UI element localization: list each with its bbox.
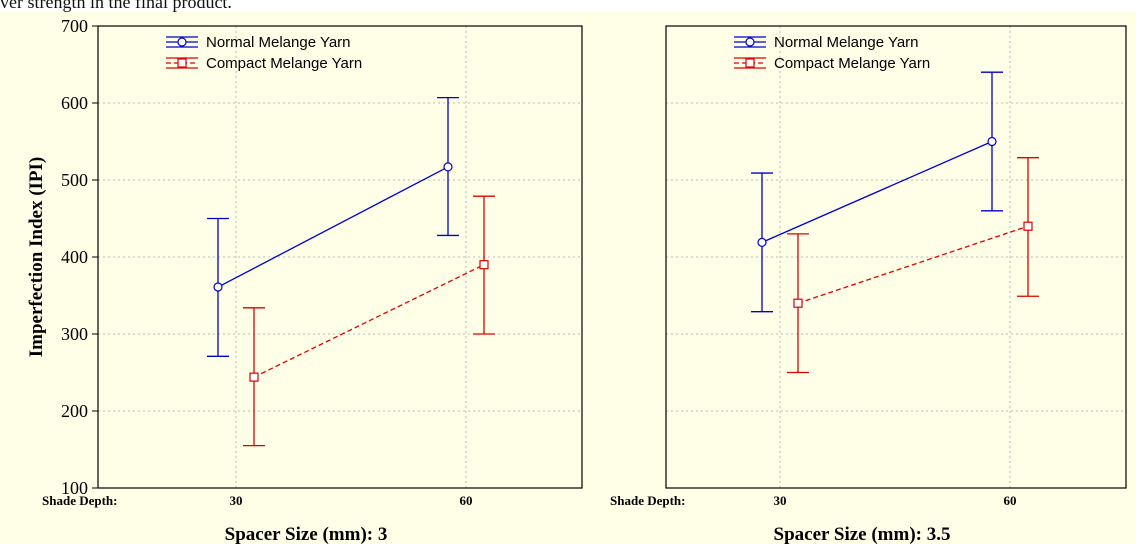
y-tick-label: 400 bbox=[61, 247, 88, 267]
x-tick-label: 30 bbox=[230, 493, 243, 508]
x-axis-name: Shade Depth: bbox=[42, 493, 118, 508]
y-tick-label: 500 bbox=[61, 170, 88, 190]
x-axis-label: Spacer Size (mm): 3.5 bbox=[774, 524, 951, 544]
data-point bbox=[443, 162, 453, 172]
y-tick-label: 200 bbox=[61, 401, 88, 421]
legend-label: Normal Melange Yarn bbox=[774, 34, 919, 51]
y-tick-label: 300 bbox=[61, 324, 88, 344]
x-axis-name: Shade Depth: bbox=[610, 493, 686, 508]
plot-frame bbox=[665, 25, 1127, 489]
data-point bbox=[1023, 221, 1033, 231]
data-point bbox=[249, 372, 259, 382]
series-line bbox=[761, 140, 993, 243]
y-tick-label: 700 bbox=[61, 16, 88, 36]
legend-label: Compact Melange Yarn bbox=[774, 55, 930, 72]
figure-background bbox=[0, 12, 1136, 544]
series-normal bbox=[751, 71, 1003, 313]
x-tick-label: 30 bbox=[774, 493, 787, 508]
x-tick-label: 60 bbox=[1004, 493, 1017, 508]
data-point bbox=[479, 260, 489, 270]
data-point bbox=[757, 237, 767, 247]
legend: Normal Melange Yarn Compact Melange Yarn bbox=[166, 34, 362, 72]
series-normal bbox=[207, 96, 459, 357]
x-tick-label: 60 bbox=[460, 493, 473, 508]
left-panel: 100 200 300 400 500 600 700 Imperfection Index … bbox=[26, 16, 583, 544]
data-point bbox=[213, 282, 223, 292]
y-tick-label: 100 bbox=[61, 478, 88, 498]
legend: Normal Melange Yarn Compact Melange Yarn bbox=[734, 34, 930, 72]
series-line bbox=[253, 264, 485, 378]
y-axis-label: Imperfection Index (IPI) bbox=[26, 157, 47, 358]
series-line bbox=[797, 225, 1029, 304]
right-panel: Shade Depth: 30 60 Spacer Size (mm): 3.5 Nor… bbox=[610, 25, 1127, 544]
x-axis-label: Spacer Size (mm): 3 bbox=[225, 524, 388, 544]
series-line bbox=[217, 166, 449, 288]
data-point bbox=[793, 298, 803, 308]
legend-label: Normal Melange Yarn bbox=[206, 34, 351, 51]
legend-marker bbox=[745, 58, 755, 68]
legend-marker bbox=[177, 37, 187, 47]
legend-marker bbox=[177, 58, 187, 68]
data-point bbox=[987, 136, 997, 147]
series-compact bbox=[243, 195, 495, 447]
caption-text: ver strength in the final product. bbox=[0, 0, 232, 12]
series-compact bbox=[787, 157, 1039, 374]
legend-marker bbox=[745, 37, 755, 47]
legend-label: Compact Melange Yarn bbox=[206, 55, 362, 72]
y-tick-label: 600 bbox=[61, 93, 88, 113]
